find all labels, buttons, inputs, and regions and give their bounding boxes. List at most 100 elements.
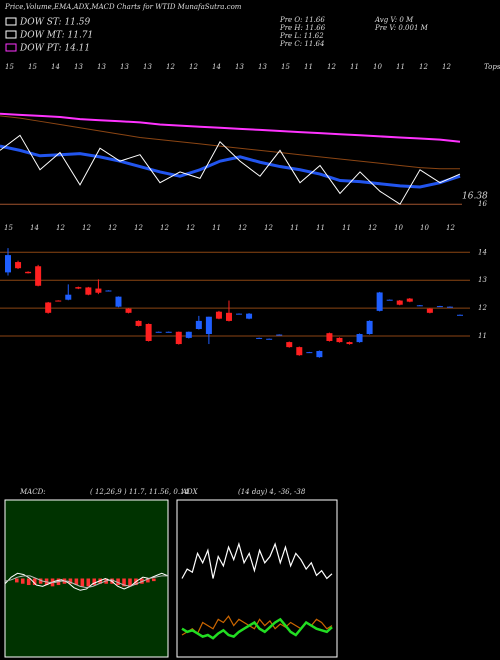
price-stat: Pre C: 11.64 [279,40,324,48]
level-label: 16 [478,200,487,208]
date-label: 15 [281,63,290,71]
date-label: 12 [368,224,377,232]
candle-body [205,316,212,335]
legend-swatch [5,43,17,52]
candle-body [246,313,253,319]
candle-body [346,342,353,345]
candle-body [436,306,443,308]
date-label: 12 [56,224,65,232]
histogram-bar [128,578,132,587]
histogram-bar [38,578,43,584]
candle-body [165,331,172,333]
histogram-bar [152,578,156,582]
date-label: 12 [160,224,169,232]
series-line [181,541,333,580]
y-tick-label: 14 [478,248,487,256]
date-label: 13 [120,63,129,71]
series-line [4,575,168,589]
date-label: 15 [28,63,37,71]
date-label: 12 [327,63,336,71]
candle-body [446,306,453,308]
candle-body [366,320,373,335]
histogram-bar [32,578,37,586]
price-stat: Pre O: 11.66 [279,16,325,24]
candle-body [115,296,122,307]
date-label: 13 [258,63,267,71]
date-label: 12 [82,224,91,232]
date-label: 13 [235,63,244,71]
candle-body [256,337,263,339]
candle-body [386,299,393,301]
corner-label: Tops [484,63,500,71]
date-label: 11 [350,63,359,71]
date-label: 13 [97,63,106,71]
date-label: 15 [4,224,13,232]
candle-body [75,287,82,289]
histogram-bar [68,578,73,584]
candle-body [155,331,162,333]
date-label: 15 [5,63,14,71]
candle-body [195,320,202,329]
date-label: 13 [74,63,83,71]
candle-body [85,287,92,295]
legend-swatch [5,17,17,26]
date-label: 12 [134,224,143,232]
date-label: 11 [316,224,325,232]
candle-body [145,323,152,341]
series-line [0,112,461,143]
candle-body [225,312,232,321]
panel-params: ( 12,26,9 ) 11.7, 11.56, 0.14 [90,488,189,496]
candle-body [326,333,333,341]
date-label: 12 [189,63,198,71]
date-label: 12 [108,224,117,232]
date-label: 12 [186,224,195,232]
last-label: 16.38 [462,192,488,202]
candle-body [45,302,52,313]
panel-params: (14 day) 4, -36, -38 [238,488,306,496]
candle-body [35,266,42,286]
date-label: 14 [51,63,60,71]
histogram-bar [86,578,91,587]
histogram-bar [122,578,126,587]
candle-body [5,255,11,273]
date-label: 10 [420,224,429,232]
date-label: 13 [143,63,152,71]
candle-body [95,288,102,293]
candle-body [396,300,403,305]
date-label: 11 [342,224,351,232]
price-stat: Pre L: 11.62 [279,32,324,40]
candle-body [306,352,313,354]
candle-body [416,305,423,307]
date-label: 12 [166,63,175,71]
histogram-bar [116,578,120,586]
histogram-bar [80,578,85,587]
candle-body [25,271,32,274]
date-label: 11 [396,63,405,71]
candle-body [406,298,413,302]
candle-body [175,331,182,345]
candle-body [55,300,62,302]
histogram-bar [146,578,150,583]
candle-body [296,347,303,356]
histogram-bar [74,578,79,586]
date-label: 12 [446,224,455,232]
candle-body [376,292,383,311]
histogram-bar [15,578,19,583]
series-line [0,144,461,189]
series-line [4,572,169,591]
y-tick-label: 13 [478,276,487,284]
date-label: 14 [212,63,221,71]
candle-body [125,308,132,313]
y-tick-label: 11 [478,332,487,340]
legend-label: DOW ST: 11.59 [19,18,90,28]
histogram-bar [92,578,97,586]
candle-body [105,290,112,292]
candle-body [215,311,222,319]
candle-body [185,331,192,338]
date-label: 11 [212,224,221,232]
histogram-bar [20,578,25,584]
series-line [181,617,333,640]
candle-body [266,338,273,340]
date-label: 11 [290,224,299,232]
candle-body [276,334,283,336]
